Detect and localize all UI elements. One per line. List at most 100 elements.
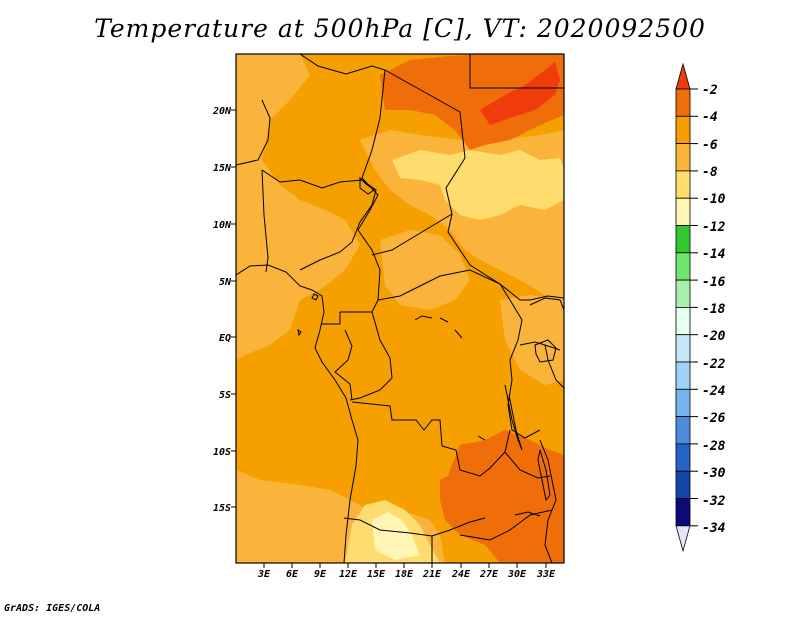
border-car-south [371, 213, 501, 301]
colorbar-segment [675, 170, 691, 199]
colorbar-label: -6 [702, 138, 718, 153]
colorbar-segment [675, 143, 691, 172]
border-niger-chad [299, 54, 386, 231]
congo-river-marks [414, 315, 486, 441]
warmest-region-northeast [480, 62, 560, 125]
axis-ticks [231, 109, 547, 568]
cool-region-central [380, 230, 470, 310]
colorbar-label: -32 [702, 494, 726, 509]
colorbar-segment [675, 470, 691, 499]
lake-malawi [537, 449, 551, 502]
lon-label: 3E [257, 569, 271, 580]
colorbar-bottom-triangle [675, 525, 691, 553]
grads-credit: GrADS: IGES/COLA [4, 603, 101, 614]
colorbar [675, 62, 698, 553]
border-angola-namibia [343, 517, 486, 537]
colorbar-label: -22 [702, 357, 726, 372]
border-cameroon-car [340, 229, 381, 313]
lon-label: 27E [479, 569, 499, 580]
map-frame [235, 53, 565, 564]
map-boundaries [236, 54, 564, 563]
colorbar-segment [675, 252, 691, 281]
cool-region-east [500, 295, 564, 385]
lat-label: 10S [213, 447, 231, 458]
lake-chad [359, 176, 375, 195]
border-congo-drc [349, 311, 393, 401]
warm-region-northeast [380, 54, 564, 150]
colorbar-label: -14 [702, 247, 726, 262]
colorbar-label: -26 [702, 411, 726, 426]
colorbar-segment [675, 197, 691, 226]
coolest-region-north [392, 150, 564, 220]
colorbar-label: -8 [702, 165, 718, 180]
island-bioko [311, 293, 319, 301]
border-gabon-congo [322, 312, 353, 401]
colorbar-segment [675, 416, 691, 445]
colorbar-label: -34 [702, 521, 726, 536]
lake-tanganyika [504, 384, 523, 451]
colorbar-label: -30 [702, 466, 726, 481]
lat-label: 15S [213, 503, 231, 514]
lon-label: 24E [451, 569, 471, 580]
colorbar-segment [675, 279, 691, 308]
lon-label: 6E [286, 569, 299, 580]
lat-label: 5N [219, 277, 232, 288]
pale-region-south [372, 512, 420, 560]
colorbar-segment [675, 225, 691, 254]
map-title: Temperature at 500hPa [C], VT: 202009250… [94, 14, 706, 43]
lat-label: 20N [212, 106, 232, 117]
lake-victoria [534, 339, 557, 363]
colorbar-segment [675, 361, 691, 390]
lon-label: 30E [507, 569, 527, 580]
border-benin-togo [261, 169, 269, 273]
colorbar-segment [675, 306, 691, 336]
lat-label: 5S [219, 390, 231, 401]
border-malawi [539, 439, 557, 563]
longitude-labels: 3E 6E 9E 12E 15E 18E 21E 24E 27E 30E 33E [257, 569, 556, 580]
colorbar-label: -4 [702, 110, 718, 125]
border-drc-east [499, 283, 541, 439]
colorbar-segment [675, 443, 691, 472]
colorbar-segment [675, 115, 691, 145]
colorbar-label: -10 [702, 192, 726, 207]
colorbar-label: -2 [702, 83, 718, 98]
lon-label: 21E [422, 569, 442, 580]
border-south-sudan [499, 283, 564, 301]
lake-kariba [514, 511, 541, 517]
border-west-sahel [236, 99, 271, 166]
border-nigeria [261, 169, 377, 271]
colorbar-label: -12 [702, 220, 726, 235]
lon-label: 9E [314, 569, 327, 580]
colorbar-label: -18 [702, 302, 726, 317]
colorbar-label: -24 [702, 384, 726, 399]
latitude-labels: 20N 15N 10N 5N EQ 5S 10S 15S [212, 106, 232, 514]
lon-label: 18E [395, 569, 414, 580]
warm-region-southeast [440, 430, 564, 563]
lon-label: 33E [536, 569, 556, 580]
lat-label: 15N [213, 163, 232, 174]
border-zambia-east [504, 451, 551, 479]
colorbar-segment [675, 388, 691, 417]
colorbar-top-triangle [675, 62, 691, 90]
map-field [236, 54, 564, 563]
colorbar-label: -16 [702, 275, 726, 290]
coastline-west-africa [236, 264, 359, 563]
warm-region-south [440, 470, 475, 505]
border-zambia-south [431, 509, 553, 563]
colorbar-labels: -2 -4 -6 -8 -10 -12 -14 -16 -18 -20 -22 … [702, 83, 726, 536]
lat-label: EQ [219, 333, 231, 344]
colorbar-label: -20 [702, 329, 726, 344]
cool-region-west [236, 54, 360, 360]
colorbar-segment [675, 88, 691, 117]
lon-label: 15E [367, 569, 386, 580]
island-sao-tome [297, 328, 302, 337]
border-drc-angola [351, 401, 511, 477]
border-chad-sudan [384, 69, 501, 285]
lon-label: 12E [339, 569, 358, 580]
border-tanzania [544, 344, 564, 389]
lat-label: 10N [213, 220, 232, 231]
colorbar-label: -28 [702, 439, 726, 454]
border-libya-egypt [469, 54, 564, 89]
colorbar-segment [675, 498, 691, 527]
